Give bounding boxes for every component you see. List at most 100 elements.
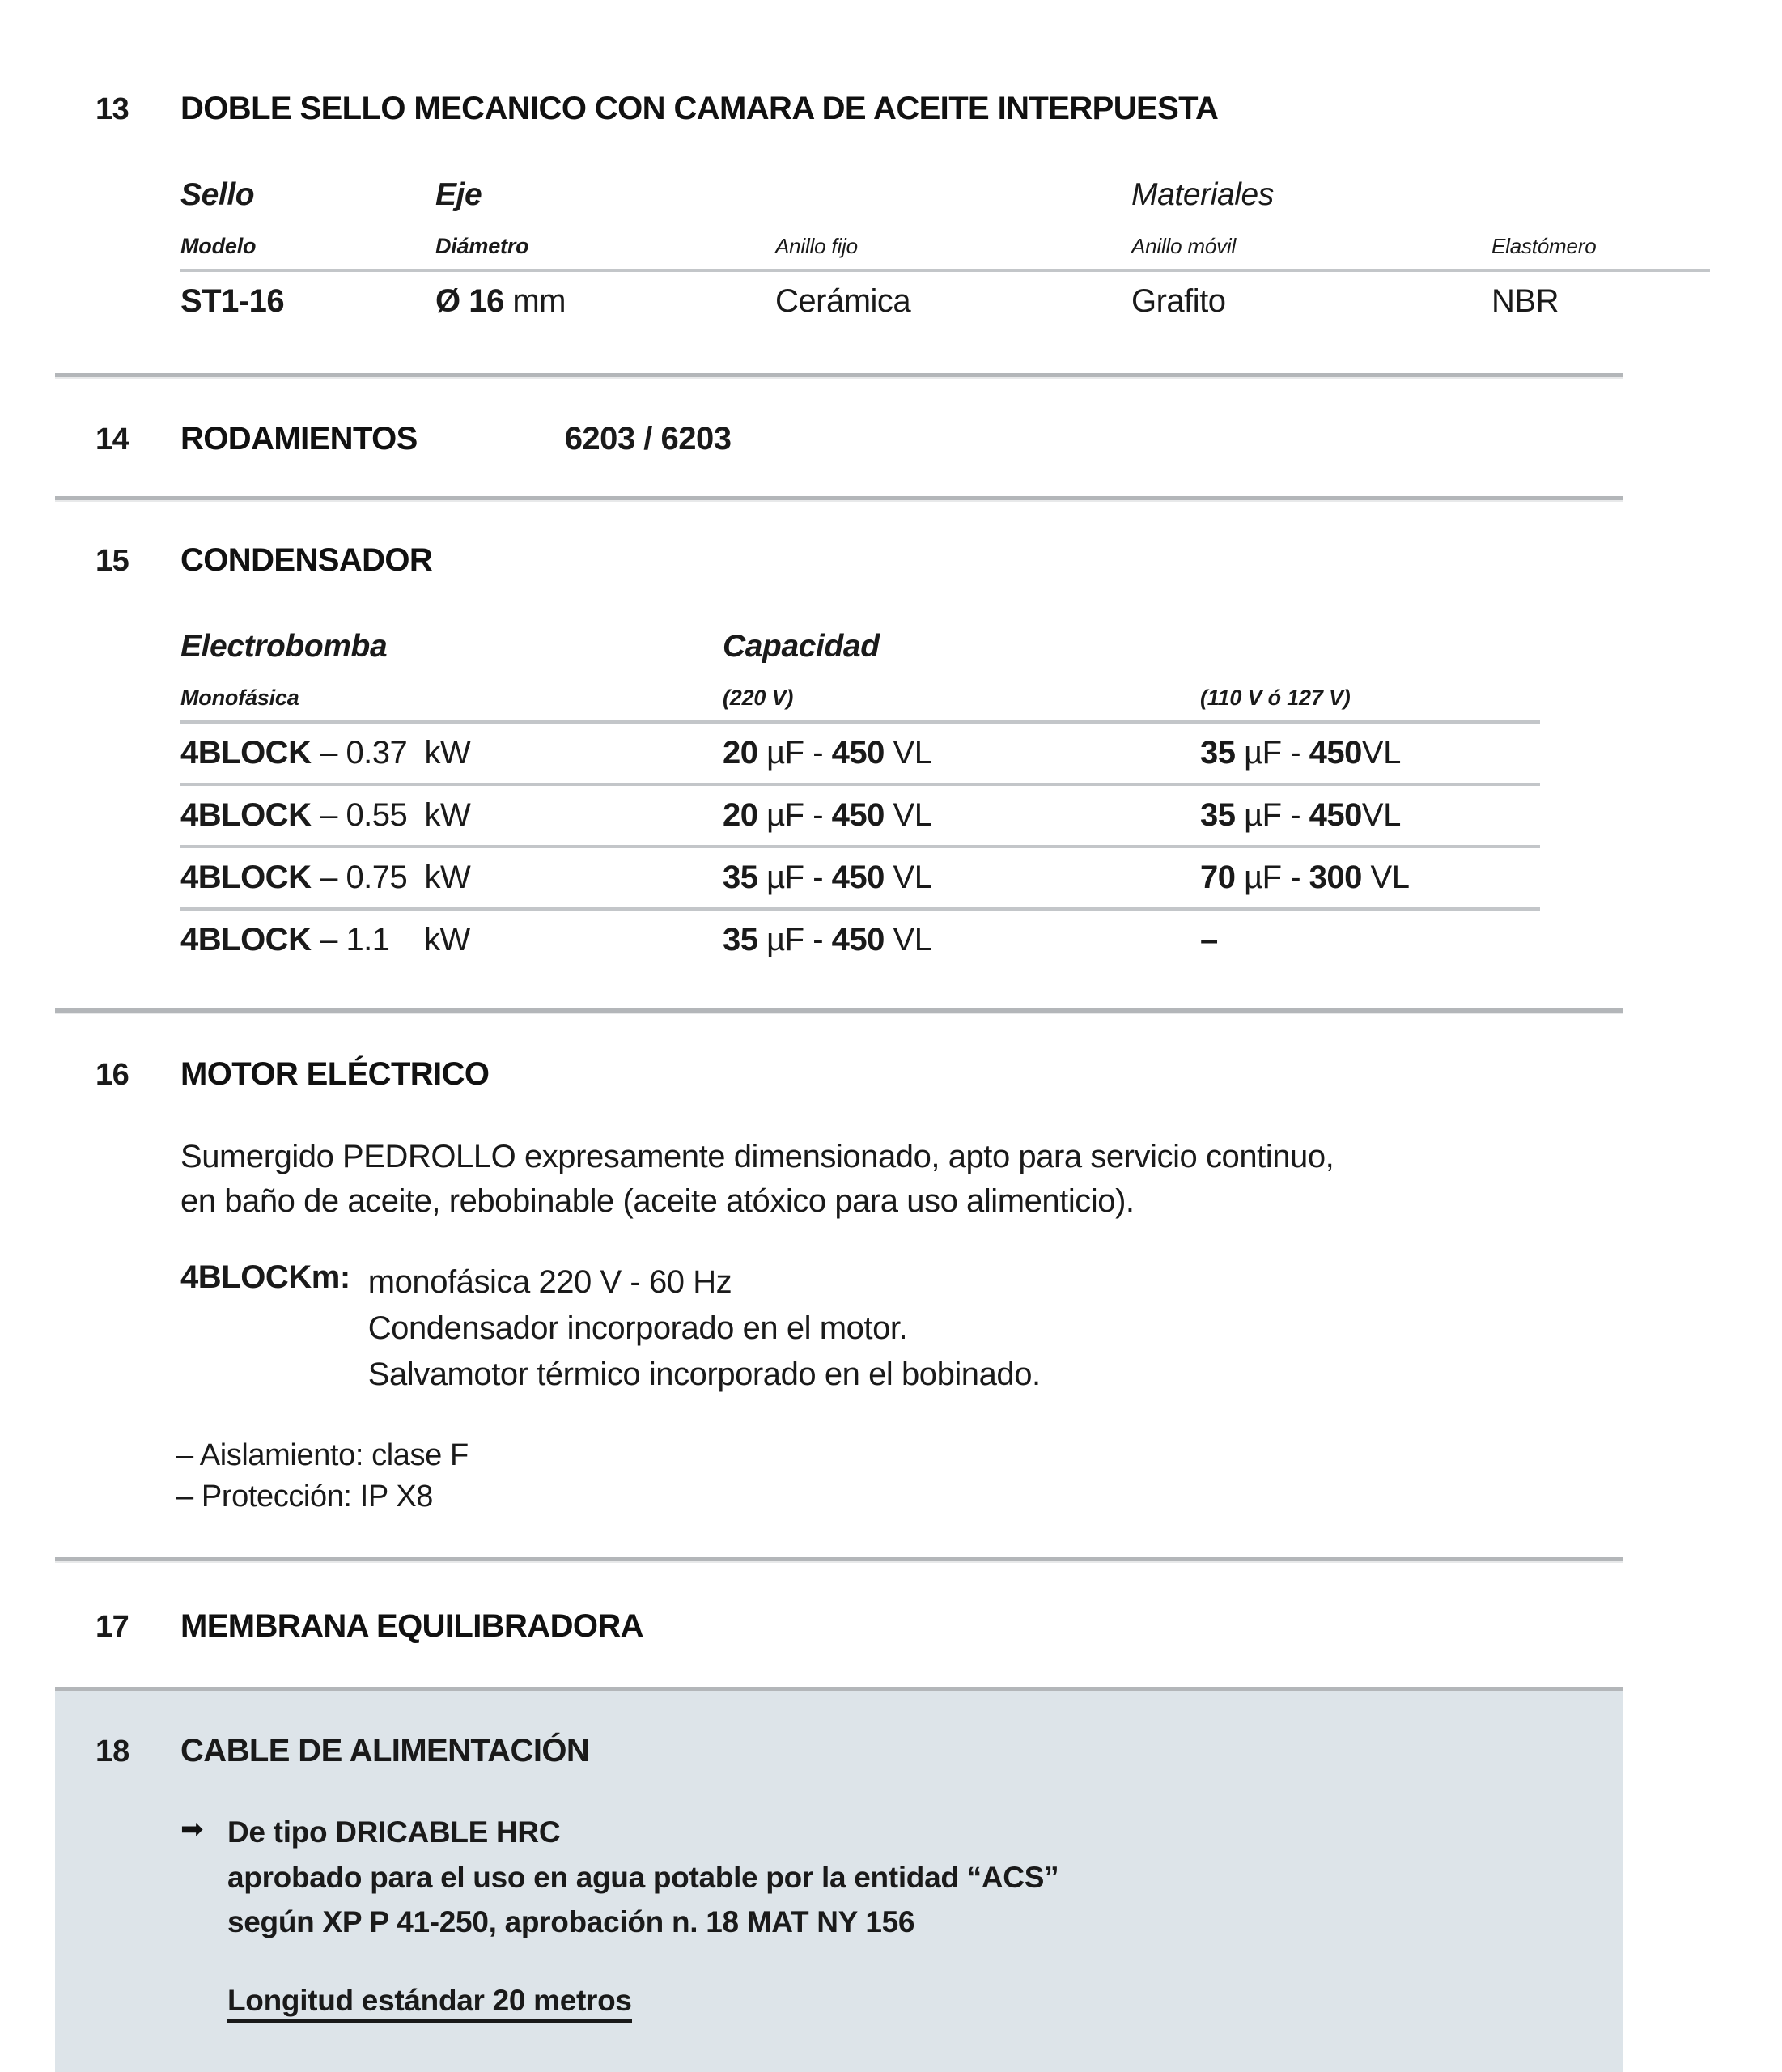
motor-model-line-0: monofásica 220 V - 60 Hz <box>367 1264 732 1301</box>
capacitor-220-unit-1: µF - <box>766 797 824 833</box>
capacitor-220-volt-unit-1: VL <box>893 797 932 833</box>
divider-after-capacitor <box>55 1008 1623 1014</box>
table-row: 4BLOCK – 1.1 kW 35 µF - 450 VL – <box>180 907 1540 970</box>
section-capacitor-title: CONDENSADOR <box>180 542 433 578</box>
capacitor-power-3: – 1.1 <box>320 922 390 957</box>
section-bearings-heading: 14 RODAMIENTOS 6203 / 6203 <box>0 421 1782 457</box>
motor-spec-insulation: – Aislamiento: clase F <box>176 1437 469 1472</box>
capacitor-power-unit-2: kW <box>424 860 471 895</box>
seal-cell-model: ST1-16 <box>180 269 435 331</box>
capacitor-model-2: 4BLOCK <box>180 860 312 895</box>
capacitor-col-phase: Monofásica <box>180 686 299 710</box>
capacitor-col-volt110: (110 V ó 127 V) <box>1200 686 1351 710</box>
motor-model-block: 4BLOCKm: monofásica 220 V - 60 Hz Conden… <box>180 1259 1782 1397</box>
capacitor-220-value-0: 20 <box>723 735 758 771</box>
cable-length-text: Longitud estándar 20 metros <box>227 1983 632 2023</box>
seal-col-movable-ring: Anillo móvil <box>1131 234 1237 258</box>
motor-specs-list: – Aislamiento: clase F – Protección: IP … <box>176 1435 1782 1557</box>
section-motor: 16 MOTOR ELÉCTRICO Sumergido PEDROLLO ex… <box>0 1014 1782 1557</box>
section-seal: 13 DOBLE SELLO MECANICO CON CAMARA DE AC… <box>0 0 1782 331</box>
capacitor-220-value-1: 20 <box>723 797 758 833</box>
capacitor-power-0: – 0.37 <box>320 735 408 771</box>
capacitor-110-volt-unit-1: VL <box>1361 797 1401 833</box>
section-membrane-title: MEMBRANA EQUILIBRADORA <box>180 1608 644 1645</box>
section-cable: 18 CABLE DE ALIMENTACIÓN ➡ De tipo DRICA… <box>55 1687 1623 2072</box>
seal-col-elastomer: Elastómero <box>1491 234 1597 258</box>
cable-bullet-line-0: De tipo DRICABLE HRC <box>227 1815 561 1849</box>
capacitor-col-volt220: (220 V) <box>723 686 794 710</box>
section-capacitor: 15 CONDENSADOR Electrobomba Capacidad Mo… <box>0 502 1782 970</box>
seal-col-fixed-ring: Anillo fijo <box>775 234 858 258</box>
seal-group-header-row: Sello Eje Materiales <box>180 177 1710 234</box>
capacitor-110-value-1: 35 <box>1200 797 1236 833</box>
capacitor-cell-220-2: 35 µF - 450 VL <box>723 845 1200 909</box>
motor-description-line-1: Sumergido PEDROLLO expresamente dimensio… <box>180 1139 1334 1174</box>
capacitor-cell-model-0: 4BLOCK – 0.37 kW <box>180 720 723 784</box>
capacitor-220-volt-unit-2: VL <box>893 860 932 895</box>
table-row: 4BLOCK – 0.55 kW 20 µF - 450 VL 35 µF - … <box>180 783 1540 847</box>
capacitor-cell-model-2: 4BLOCK – 0.75 kW <box>180 845 723 909</box>
capacitor-110-volt-unit-2: VL <box>1370 860 1410 895</box>
section-capacitor-number: 15 <box>95 544 129 578</box>
seal-group-seal: Sello <box>180 177 255 212</box>
capacitor-group-spacer <box>1200 629 1540 686</box>
section-membrane-number: 17 <box>95 1610 129 1645</box>
capacitor-110-value-2: 70 <box>1200 860 1236 895</box>
capacitor-cell-model-1: 4BLOCK – 0.55 kW <box>180 783 723 847</box>
seal-group-spacer2 <box>1491 177 1710 234</box>
capacitor-220-unit-2: µF - <box>766 860 824 895</box>
capacitor-group-header-row: Electrobomba Capacidad <box>180 629 1540 686</box>
seal-col-diameter: Diámetro <box>435 234 529 258</box>
capacitor-model-3: 4BLOCK <box>180 922 312 957</box>
divider-after-bearings <box>55 496 1623 502</box>
capacitor-110-value-0: 35 <box>1200 735 1236 771</box>
section-cable-heading: 18 CABLE DE ALIMENTACIÓN <box>55 1691 1623 1769</box>
seal-data-row: ST1-16 Ø 16 mm Cerámica Grafito NBR <box>180 269 1710 331</box>
capacitor-220-volt-unit-3: VL <box>893 922 932 957</box>
motor-spec-protection: – Protección: IP X8 <box>176 1480 433 1514</box>
section-bearings-title: RODAMIENTOS <box>180 421 418 456</box>
motor-model-line-1: Condensador incorporado en el motor. <box>367 1310 908 1347</box>
capacitor-220-volt-3: 450 <box>831 922 885 957</box>
capacitor-power-unit-1: kW <box>424 797 471 833</box>
arrow-right-icon: ➡ <box>180 1814 204 1845</box>
section-capacitor-heading: 15 CONDENSADOR <box>0 542 1782 579</box>
capacitor-110-volt-unit-0: VL <box>1361 735 1401 771</box>
capacitor-column-header-row: Monofásica (220 V) (110 V ó 127 V) <box>180 686 1540 722</box>
capacitor-110-value-3: – <box>1200 922 1218 957</box>
table-row: 4BLOCK – 0.37 kW 20 µF - 450 VL 35 µF - … <box>180 720 1540 784</box>
capacitor-110-unit-1: µF - <box>1244 797 1301 833</box>
capacitor-table: Electrobomba Capacidad Monofásica (220 V… <box>180 629 1540 970</box>
motor-description-line-2: en baño de aceite, rebobinable (aceite a… <box>180 1183 1135 1220</box>
section-membrane-heading: 17 MEMBRANA EQUILIBRADORA <box>0 1608 1782 1645</box>
capacitor-cell-110-0: 35 µF - 450VL <box>1200 720 1540 784</box>
section-cable-number: 18 <box>95 1734 130 1769</box>
section-bearings-value: 6203 / 6203 <box>564 421 732 456</box>
capacitor-110-volt-2: 300 <box>1309 860 1363 895</box>
section-seal-heading: 13 DOBLE SELLO MECANICO CON CAMARA DE AC… <box>0 91 1782 127</box>
cable-bullet-line-2: según XP P 41-250, aprobación n. 18 MAT … <box>227 1905 915 1939</box>
capacitor-220-unit-0: µF - <box>766 735 824 771</box>
capacitor-220-volt-0: 450 <box>831 735 885 771</box>
seal-cell-fixed-ring: Cerámica <box>775 269 1131 331</box>
capacitor-110-unit-2: µF - <box>1244 860 1301 895</box>
seal-col-model: Modelo <box>180 234 257 258</box>
seal-cell-movable-ring: Grafito <box>1131 269 1491 331</box>
capacitor-220-value-3: 35 <box>723 922 758 957</box>
motor-model-label: 4BLOCKm: <box>180 1259 350 1296</box>
seal-diameter-unit: mm <box>512 283 566 319</box>
capacitor-220-volt-1: 450 <box>831 797 885 833</box>
seal-cell-diameter: Ø 16 mm <box>435 269 775 331</box>
capacitor-model-0: 4BLOCK <box>180 735 312 771</box>
capacitor-220-volt-unit-0: VL <box>893 735 932 771</box>
seal-model-value: ST1-16 <box>180 283 285 319</box>
section-bearings: 14 RODAMIENTOS 6203 / 6203 <box>0 379 1782 496</box>
capacitor-cell-220-0: 20 µF - 450 VL <box>723 720 1200 784</box>
capacitor-cell-110-3: – <box>1200 907 1540 970</box>
seal-group-spacer <box>775 177 1131 234</box>
capacitor-cell-model-3: 4BLOCK – 1.1 kW <box>180 907 723 970</box>
capacitor-power-2: – 0.75 <box>320 860 408 895</box>
seal-table: Sello Eje Materiales Modelo Diámetro Ani… <box>180 177 1710 331</box>
